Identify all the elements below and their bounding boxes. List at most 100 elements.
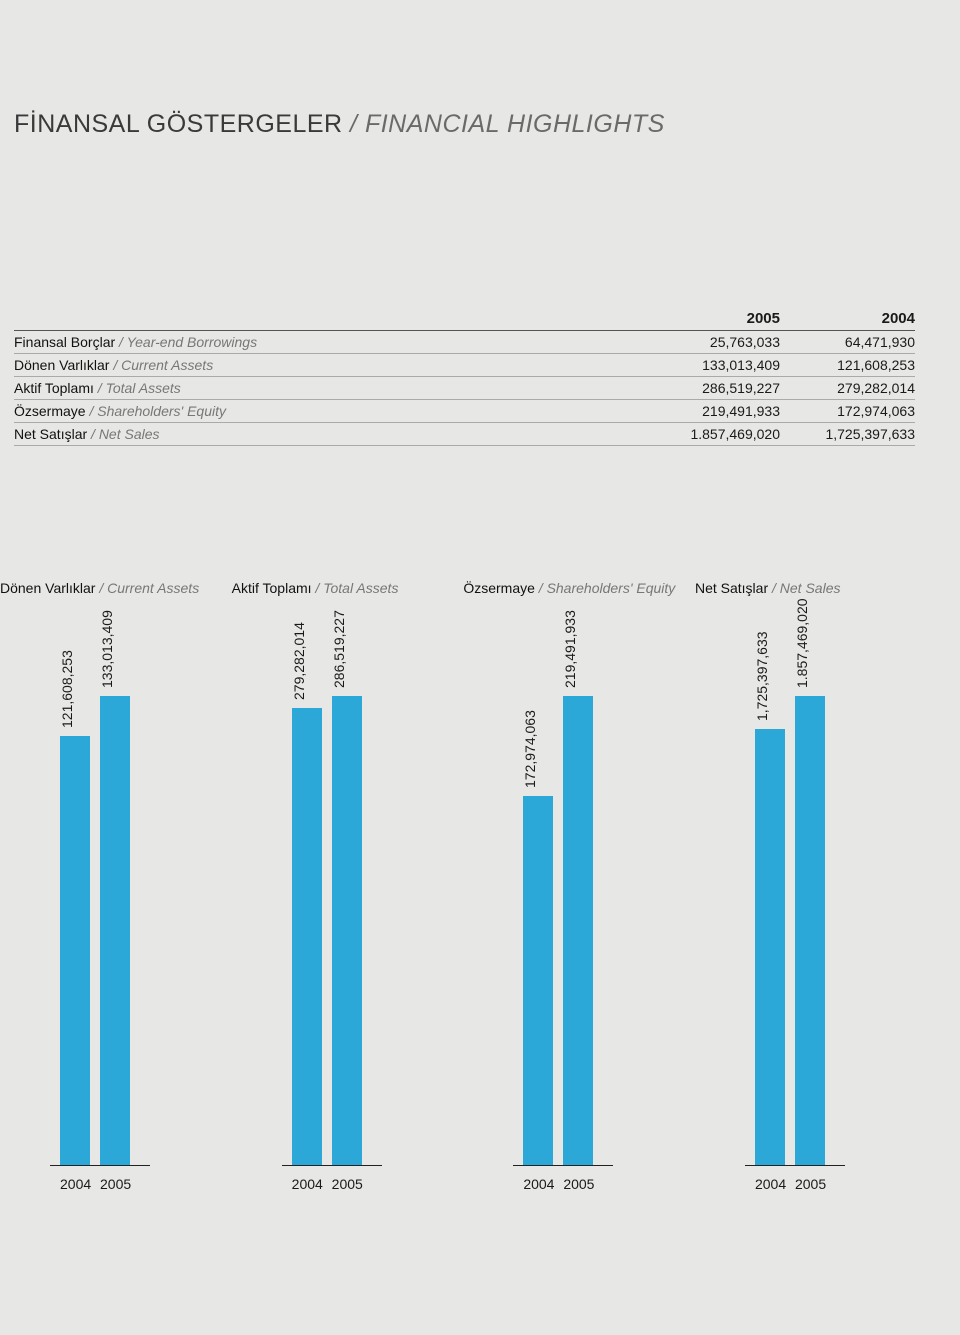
x-labels: 2004 2005 [60,1176,130,1192]
x-axis [50,1165,150,1166]
bar: 286,519,227 [332,696,362,1166]
row-label-tr: Özsermaye [14,403,86,419]
bars: 1,725,397,633 1.857,469,020 [755,696,825,1166]
chart-plot: 1,725,397,633 1.857,469,020 2004 2005 [695,656,915,1196]
bar: 133,013,409 [100,696,130,1166]
bar: 121,608,253 [60,736,90,1166]
page-title-en: FINANCIAL HIGHLIGHTS [365,110,665,138]
chart: Özsermaye / Shareholders' Equity 172,974,… [463,580,683,1196]
x-label: 2004 [292,1176,322,1192]
bars: 279,282,014 286,519,227 [292,696,362,1166]
chart-title: Dönen Varlıklar / Current Assets [0,580,199,596]
bar: 1,725,397,633 [755,729,785,1166]
chart: Dönen Varlıklar / Current Assets 121,608,… [0,580,220,1196]
row-label: Finansal Borçlar / Year-end Borrowings [14,334,645,350]
bar-fill [755,729,785,1166]
x-axis [745,1165,845,1166]
chart-plot: 121,608,253 133,013,409 2004 2005 [0,656,220,1196]
row-value-2004: 121,608,253 [780,357,915,373]
row-value-2004: 1,725,397,633 [780,426,915,442]
bar-fill [563,696,593,1166]
row-value-2005: 286,519,227 [645,380,780,396]
chart: Net Satışlar / Net Sales 1,725,397,633 1.8… [695,580,915,1196]
row-label-tr: Net Satışlar [14,426,87,442]
x-label: 2005 [332,1176,362,1192]
x-label: 2005 [100,1176,130,1192]
page: FİNANSAL GÖSTERGELER / FINANCIAL HIGHLIG… [0,0,960,1335]
bar-fill [523,796,553,1166]
bar: 219,491,933 [563,696,593,1166]
row-label-en: Year-end Borrowings [127,334,257,350]
x-axis [282,1165,382,1166]
title-separator: / [350,110,365,138]
page-title-tr: FİNANSAL GÖSTERGELER [14,110,343,138]
table-row: Net Satışlar / Net Sales1.857,469,0201,7… [14,423,915,446]
row-label-en: Total Assets [106,380,181,396]
row-label-en: Current Assets [121,357,213,373]
table-row: Dönen Varlıklar / Current Assets133,013,… [14,354,915,377]
financial-table: 2005 2004 Finansal Borçlar / Year-end Bo… [14,310,915,446]
bars: 121,608,253 133,013,409 [60,696,130,1166]
row-value-2004: 64,471,930 [780,334,915,350]
row-value-2005: 1.857,469,020 [645,426,780,442]
x-labels: 2004 2005 [292,1176,362,1192]
bar: 279,282,014 [292,708,322,1166]
page-title: FİNANSAL GÖSTERGELER / FINANCIAL HIGHLIG… [14,110,665,139]
x-label: 2005 [795,1176,825,1192]
row-value-2005: 219,491,933 [645,403,780,419]
table-header-blank [14,310,645,327]
chart-title: Özsermaye / Shareholders' Equity [463,580,675,596]
chart-title-tr: Özsermaye [463,580,535,596]
x-labels: 2004 2005 [755,1176,825,1192]
bar: 172,974,063 [523,796,553,1166]
table-header: 2005 2004 [14,310,915,331]
bar-fill [100,696,130,1166]
row-separator: / [86,403,98,419]
table-row: Özsermaye / Shareholders' Equity 219,491,… [14,400,915,423]
chart-title-separator: / [535,580,547,596]
row-label-tr: Finansal Borçlar [14,334,115,350]
x-label: 2005 [563,1176,593,1192]
chart-title: Net Satışlar / Net Sales [695,580,841,596]
row-separator: / [115,334,126,350]
row-separator: / [87,426,99,442]
x-label: 2004 [60,1176,90,1192]
row-label: Net Satışlar / Net Sales [14,426,645,442]
chart: Aktif Toplamı / Total Assets279,282,0142… [232,580,452,1196]
charts-row: Dönen Varlıklar / Current Assets 121,608,… [0,580,915,1196]
bars: 172,974,063 219,491,933 [523,696,593,1166]
chart-title-separator: / [768,580,780,596]
chart-title-en: Shareholders' Equity [547,580,676,596]
chart-title-en: Net Sales [780,580,841,596]
row-value-2005: 25,763,033 [645,334,780,350]
chart-title-separator: / [312,580,324,596]
bar-fill [292,708,322,1166]
bar-fill [60,736,90,1166]
x-labels: 2004 2005 [523,1176,593,1192]
chart-title-tr: Dönen Varlıklar [0,580,95,596]
table-header-2005: 2005 [645,310,780,327]
x-axis [513,1165,613,1166]
bar-fill [795,696,825,1166]
chart-plot: 279,282,014 286,519,227 2004 2005 [232,656,452,1196]
row-label-tr: Dönen Varlıklar [14,357,109,373]
row-label: Dönen Varlıklar / Current Assets [14,357,645,373]
row-label-en: Shareholders' Equity [97,403,226,419]
row-label-tr: Aktif Toplamı [14,380,94,396]
x-label: 2004 [755,1176,785,1192]
x-label: 2004 [523,1176,553,1192]
bar: 1.857,469,020 [795,696,825,1166]
chart-plot: 172,974,063 219,491,933 2004 2005 [463,656,683,1196]
table-row: Aktif Toplamı / Total Assets 286,519,2272… [14,377,915,400]
row-value-2004: 279,282,014 [780,380,915,396]
table-header-2004: 2004 [780,310,915,327]
chart-title-tr: Aktif Toplamı [232,580,312,596]
row-value-2005: 133,013,409 [645,357,780,373]
table-row: Finansal Borçlar / Year-end Borrowings25… [14,331,915,354]
chart-title: Aktif Toplamı / Total Assets [232,580,399,596]
row-separator: / [94,380,106,396]
chart-title-tr: Net Satışlar [695,580,768,596]
row-separator: / [109,357,121,373]
row-value-2004: 172,974,063 [780,403,915,419]
chart-title-en: Total Assets [323,580,398,596]
